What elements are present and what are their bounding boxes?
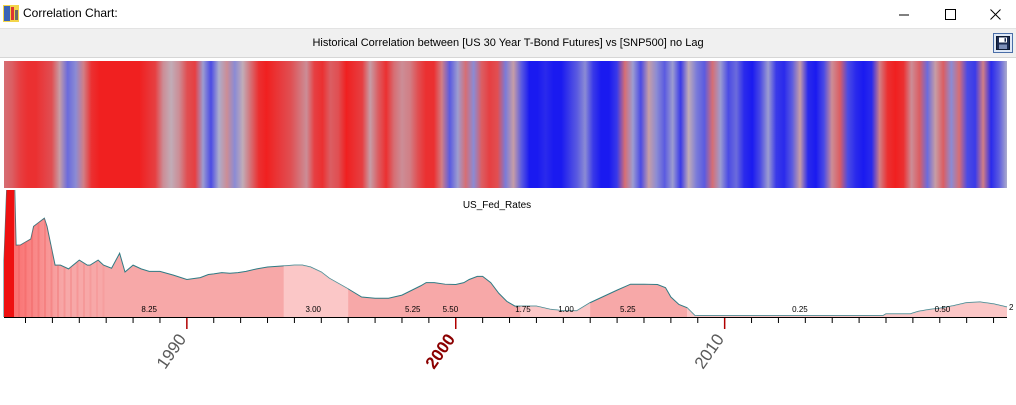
save-button[interactable] bbox=[993, 33, 1013, 53]
chart-title: Historical Correlation between [US 30 Ye… bbox=[312, 37, 704, 49]
rate-annotation: 8.25 bbox=[141, 305, 157, 314]
x-tick-label: 1990 bbox=[153, 330, 190, 372]
app-icon bbox=[3, 5, 19, 22]
series-title: US_Fed_Rates bbox=[463, 200, 531, 211]
rate-annotation: 0.50 bbox=[935, 305, 951, 314]
correlation-heatmap bbox=[4, 61, 1007, 188]
maximize-button[interactable] bbox=[927, 0, 973, 28]
rate-annotation: 5.50 bbox=[443, 305, 459, 314]
close-button[interactable] bbox=[972, 0, 1016, 28]
fed-rate-area bbox=[4, 190, 1007, 317]
x-tick-label: 2000 bbox=[422, 330, 459, 372]
close-icon bbox=[989, 8, 1001, 20]
fed-rates-chart: 8.25 3.00 5.25 5.50 1.75 1.00 5.25 0.25 0.50 2 19… bbox=[3, 190, 1014, 372]
maximize-icon bbox=[944, 8, 956, 20]
title-bar: Correlation Chart: bbox=[0, 0, 1016, 28]
chart-header: Historical Correlation between [US 30 Ye… bbox=[0, 28, 1016, 58]
rate-annotation: 5.25 bbox=[405, 305, 421, 314]
minimize-icon bbox=[898, 14, 909, 15]
x-tick-label: 2010 bbox=[691, 330, 728, 372]
window-title: Correlation Chart: bbox=[23, 6, 118, 20]
peak-bar bbox=[4, 190, 14, 317]
minimize-button[interactable] bbox=[881, 0, 927, 28]
rate-annotation: 5.25 bbox=[620, 305, 636, 314]
rate-annotation: 1.00 bbox=[558, 305, 574, 314]
last-value-label: 2 bbox=[1009, 303, 1014, 312]
rate-annotation: 3.00 bbox=[305, 305, 321, 314]
heatmap-band bbox=[4, 61, 1007, 188]
rate-annotation: 1.75 bbox=[515, 305, 531, 314]
rate-annotation: 0.25 bbox=[792, 305, 808, 314]
save-icon bbox=[996, 36, 1010, 50]
